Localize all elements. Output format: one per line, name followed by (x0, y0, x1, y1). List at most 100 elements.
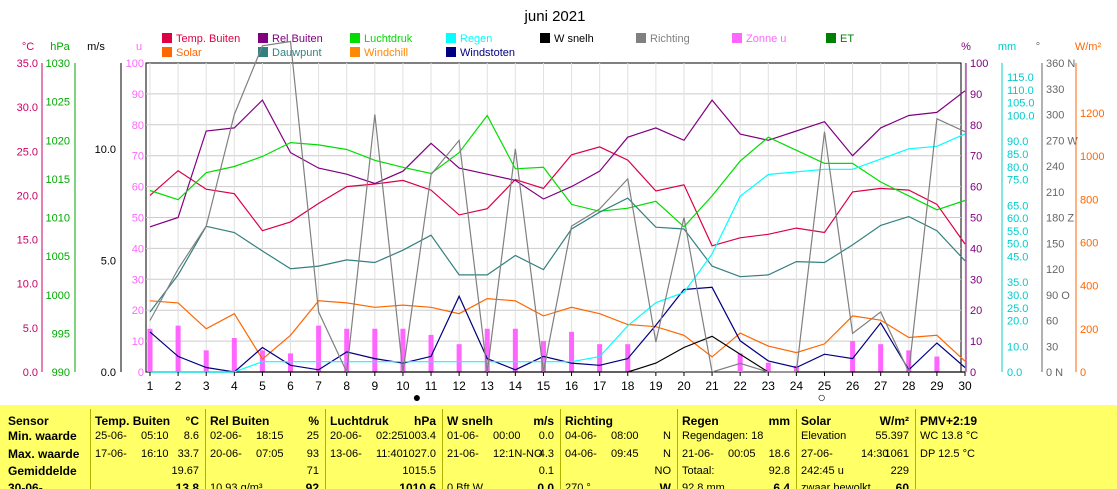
table-value: 4.3 (538, 448, 554, 460)
table-time: 09:45 (611, 448, 639, 460)
right-axis-tick-label: 0 (1080, 367, 1086, 379)
left-axis-tick-label: 30.0 (17, 102, 38, 114)
legend-label: Richting (650, 33, 690, 45)
table-value: 229 (890, 465, 909, 477)
table-value: 1061 (884, 448, 909, 460)
left-axis-tick-label: 10.0 (17, 279, 38, 291)
table-value: 13.8 (175, 481, 199, 489)
zonne-u-bar (203, 350, 209, 372)
legend-swatch (636, 33, 646, 43)
legend-label: Solar (176, 47, 202, 59)
left-axis-unit: hPa (50, 41, 70, 53)
right-axis-tick-label: 85.0 (1007, 149, 1028, 161)
column-separator (677, 409, 678, 489)
left-axis-tick-label: 10 (132, 336, 144, 348)
row-label: 30-06- (8, 481, 43, 489)
right-axis-tick-label: 90 O (1046, 290, 1070, 302)
series-lines (149, 40, 966, 375)
left-axis-tick-label: 30 (132, 274, 144, 286)
left-axis-tick-label: 1020 (46, 135, 70, 147)
right-axis-tick-label: 30 (1046, 341, 1058, 353)
x-tick-label: 13 (481, 379, 495, 393)
x-tick-label: 21 (705, 379, 719, 393)
table-value: 1015.5 (402, 465, 436, 477)
legend-label: Luchtdruk (364, 33, 413, 45)
legend-swatch (540, 33, 550, 43)
table-date: 10.93 g/m³ (210, 482, 263, 489)
table-value: 92.8 (768, 465, 790, 477)
right-axis-tick-label: 30 (970, 274, 982, 286)
x-tick-label: 12 (452, 379, 466, 393)
right-axis-tick-label: 20.0 (1007, 316, 1028, 328)
x-tick-label: 27 (874, 379, 888, 393)
x-tick-label: 15 (537, 379, 551, 393)
zonne-u-bar (147, 328, 153, 372)
zonne-u-bar (569, 331, 575, 372)
table-date: 13-06- (330, 448, 362, 460)
left-axis-tick-label: 1005 (46, 251, 70, 263)
table-header: Luchtdruk (330, 414, 389, 428)
right-axis-tick-label: 105.0 (1007, 98, 1035, 110)
column-separator (90, 409, 91, 489)
legend-label: Regen (460, 33, 492, 45)
zonne-u-bar (484, 328, 490, 372)
right-axis-tick-label: 0 (970, 367, 976, 379)
x-tick-label: 25 (818, 379, 832, 393)
right-axis-tick-label: 200 (1080, 324, 1098, 336)
x-tick-label: 4 (231, 379, 238, 393)
left-axis-tick-label: 20.0 (17, 190, 38, 202)
table-date: 21-06- (682, 448, 714, 460)
left-axis-tick-label: 1010 (46, 213, 70, 225)
x-tick-label: 30 (958, 379, 972, 393)
right-axis-tick-label: 30.0 (1007, 290, 1028, 302)
right-axis-tick-label: 90 (970, 89, 982, 101)
table-value: 1003.4 (402, 430, 436, 442)
table-time: 07:05 (256, 448, 284, 460)
left-axis-tick-label: 25.0 (17, 146, 38, 158)
table-value: 0.1 (538, 465, 554, 477)
table-value: 0.0 (537, 481, 554, 489)
table-date: 04-06- (565, 430, 597, 442)
right-axis-tick-label: 180 Z (1046, 213, 1074, 225)
table-value: 1027.0 (402, 448, 436, 460)
left-axis-tick-label: 15.0 (17, 235, 38, 247)
table-unit: °C (185, 414, 199, 428)
x-tick-label: 6 (287, 379, 294, 393)
x-tick-label: 10 (396, 379, 410, 393)
zonne-u-bar (737, 353, 743, 372)
table-value: N (663, 448, 671, 460)
series-line (149, 146, 966, 247)
pmv-row: WC 13.8 °C (920, 430, 979, 442)
zonne-u-bar (400, 328, 406, 372)
table-value: 25 (306, 430, 319, 442)
left-axis-tick-label: 5.0 (101, 256, 116, 268)
right-axis-tick-label: 55.0 (1007, 226, 1028, 238)
zonne-u-bar (288, 353, 294, 372)
column-separator (915, 409, 916, 489)
left-axis-tick-label: 0.0 (23, 367, 38, 379)
left-axis-tick-label: 0.0 (101, 367, 116, 379)
table-date: Regendagen: 18 (682, 430, 764, 442)
zonne-u-bar (428, 334, 434, 372)
right-axis-tick-label: 115.0 (1007, 72, 1034, 84)
table-date: 25-06- (95, 430, 127, 442)
left-axis-tick-label: 10.0 (95, 144, 116, 156)
table-value: 33.7 (177, 448, 199, 460)
right-axis-tick-label: 80.0 (1007, 162, 1028, 174)
right-axis-tick-label: 0 N (1046, 367, 1063, 379)
table-header: Sensor (8, 414, 49, 428)
x-tick-label: 2 (175, 379, 182, 393)
column-separator (442, 409, 443, 489)
right-axis-tick-label: 20 (970, 305, 982, 317)
x-tick-label: 3 (203, 379, 210, 393)
zonne-u-bar (316, 325, 322, 372)
table-time: 11:40 (376, 448, 403, 460)
legend-swatch (258, 33, 268, 43)
table-unit: hPa (413, 414, 436, 428)
row-label: Min. waarde (8, 429, 77, 443)
legend-swatch (162, 33, 172, 43)
table-header: Regen (682, 414, 719, 428)
table-time: 00:05 (728, 448, 756, 460)
table-header: W snelh (447, 414, 494, 428)
